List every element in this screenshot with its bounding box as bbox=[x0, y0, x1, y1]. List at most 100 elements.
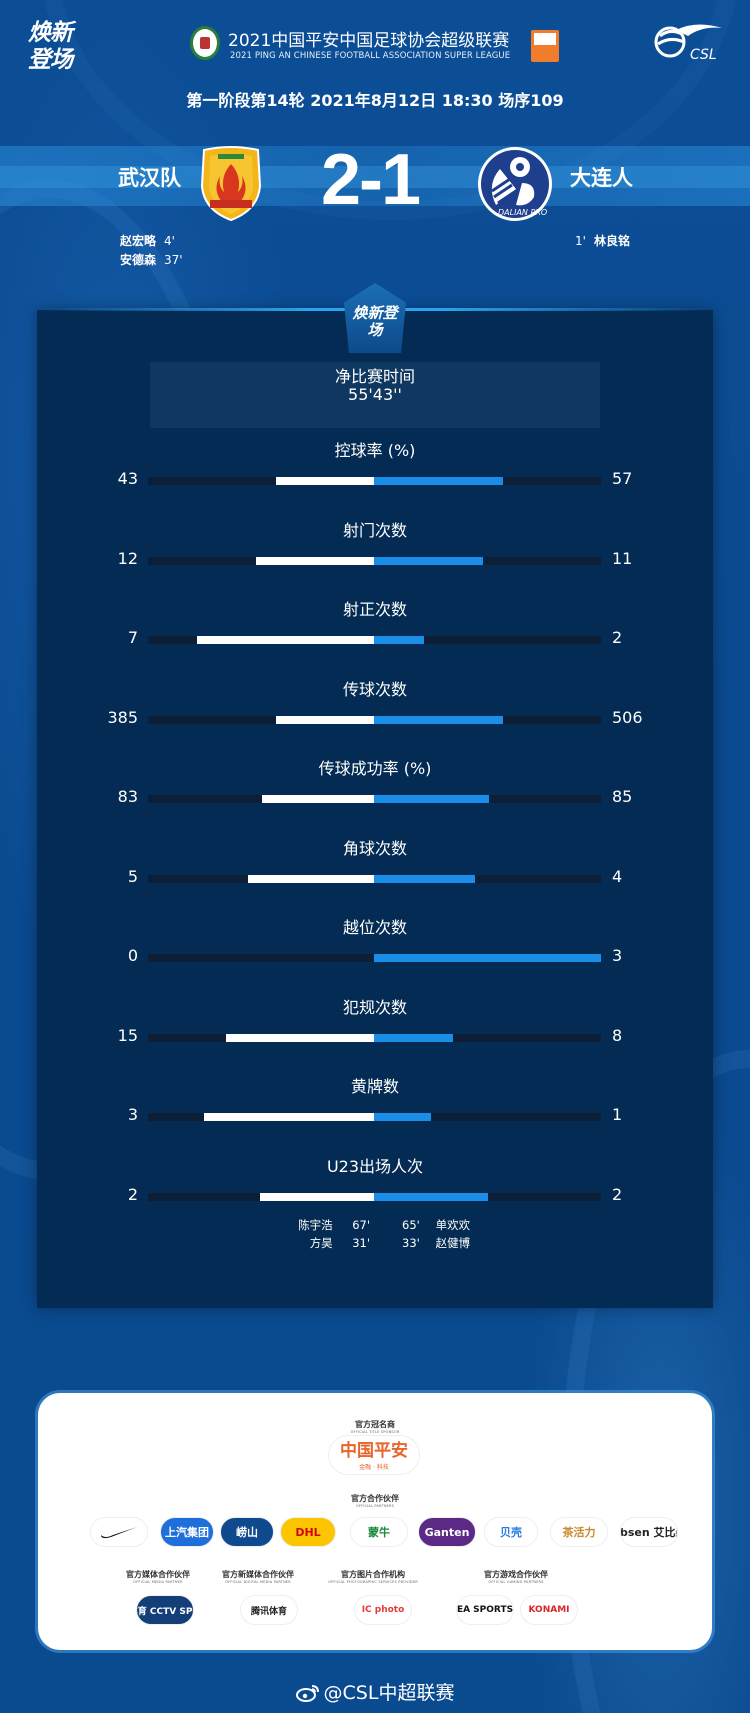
nike-swoosh-icon bbox=[101, 1527, 137, 1539]
stat-away-value: 3 bbox=[612, 946, 623, 965]
stat-home-value: 12 bbox=[117, 549, 138, 568]
away-u23-players: 65' 单欢欢 33' 赵健博 bbox=[402, 1216, 470, 1252]
u23-player: 陈宇浩 67' bbox=[298, 1218, 370, 1232]
stat-away-bar bbox=[374, 557, 483, 565]
net-time-label: 净比赛时间 bbox=[334, 367, 415, 386]
partner-label: 崂山 bbox=[236, 1526, 258, 1539]
stat-away-bar bbox=[374, 1113, 431, 1121]
stat-away-bar bbox=[374, 477, 503, 485]
scoreboard-band-highlight bbox=[0, 166, 750, 188]
media-partner-logo[interactable]: 腾讯体育 bbox=[240, 1595, 298, 1625]
stat-row: 犯规次数 15 8 bbox=[0, 994, 750, 1054]
partner-logo[interactable]: 茶活力 bbox=[550, 1517, 608, 1547]
page-header: 焕新登场 2021中国平安中国足球协会超级联赛 2021 PING AN CHI… bbox=[0, 0, 750, 110]
brand-slogan: 焕新登场 bbox=[28, 20, 73, 73]
stat-label: 犯规次数 bbox=[342, 998, 407, 1017]
stat-label: 传球次数 bbox=[342, 680, 407, 699]
stat-away-bar bbox=[374, 875, 475, 883]
stat-away-bar bbox=[374, 954, 601, 962]
stat-away-value: 2 bbox=[612, 1185, 623, 1204]
stat-row: 控球率 (%) 43 57 bbox=[0, 437, 750, 497]
u23-player: 33' 赵健博 bbox=[402, 1236, 471, 1250]
stat-away-bar bbox=[374, 1034, 453, 1042]
stat-label: 黄牌数 bbox=[350, 1077, 399, 1096]
partner-logo[interactable]: DHL bbox=[280, 1517, 336, 1547]
csl-logo-text: CSL bbox=[690, 47, 717, 63]
media-partner-logo[interactable]: EA SPORTS bbox=[456, 1595, 514, 1625]
stat-label: 射门次数 bbox=[342, 521, 407, 540]
away-scorers: 1' 林良铭 bbox=[575, 232, 630, 251]
media-partner-logo[interactable]: 央视体育 CCTV SPORTS bbox=[136, 1595, 194, 1625]
stat-label: 控球率 (%) bbox=[334, 441, 416, 460]
partner-label: Absen 艾比森 bbox=[620, 1526, 677, 1539]
media-partner-logo[interactable]: IC photo bbox=[354, 1595, 412, 1625]
stat-away-value: 506 bbox=[612, 708, 643, 727]
media-group-heading: 官方新媒体合作伙伴 OFFICIAL DIGITAL MEDIA PARTNER bbox=[222, 1570, 294, 1584]
stat-home-value: 5 bbox=[127, 867, 138, 886]
stat-away-value: 11 bbox=[612, 549, 633, 568]
stat-label: 射正次数 bbox=[342, 600, 407, 619]
net-time-value: 55'43'' bbox=[348, 385, 402, 404]
stat-row: 角球次数 5 4 bbox=[0, 835, 750, 895]
stat-home-bar bbox=[276, 477, 374, 485]
stat-home-value: 3 bbox=[127, 1105, 138, 1124]
home-scorers: 赵宏略 4' 安德森 37' bbox=[120, 232, 183, 270]
svg-text:DALIAN PRO: DALIAN PRO bbox=[498, 208, 547, 217]
partner-label: 上汽集团 bbox=[165, 1526, 209, 1539]
partner-logo[interactable]: Ganten bbox=[418, 1517, 476, 1547]
stat-label: 传球成功率 (%) bbox=[318, 759, 432, 778]
stat-away-value: 8 bbox=[612, 1026, 623, 1045]
media-partner-label: KONAMI bbox=[528, 1605, 570, 1615]
partners-heading: 官方合作伙伴 OFFICIAL PARTNERS bbox=[351, 1494, 399, 1508]
stat-row: 射正次数 7 2 bbox=[0, 596, 750, 656]
stat-home-bar bbox=[260, 1193, 374, 1201]
stat-row: 传球成功率 (%) 83 85 bbox=[0, 755, 750, 815]
stat-away-bar bbox=[374, 1193, 488, 1201]
stat-row: U23出场人次 2 2 bbox=[0, 1153, 750, 1213]
league-title: 2021中国平安中国足球协会超级联赛 bbox=[228, 31, 510, 51]
partner-logo[interactable]: 上汽集团 bbox=[160, 1517, 214, 1547]
csl-logo-icon bbox=[654, 24, 722, 58]
home-scorer: 安德森 37' bbox=[120, 253, 183, 267]
weibo-handle[interactable]: @CSL中超联赛 bbox=[0, 1678, 750, 1705]
stat-home-bar bbox=[226, 1034, 374, 1042]
round-info: 第一阶段第14轮 2021年8月12日 18:30 场序109 bbox=[186, 91, 564, 110]
home-u23-players: 陈宇浩 67' 方昊 31' bbox=[298, 1216, 370, 1252]
stat-row: 越位次数 0 3 bbox=[0, 914, 750, 974]
stat-home-value: 15 bbox=[117, 1026, 138, 1045]
partner-label: 茶活力 bbox=[562, 1526, 596, 1539]
stat-away-value: 4 bbox=[612, 867, 623, 886]
stats-panel bbox=[37, 310, 713, 1308]
league-subtitle: 2021 PING AN CHINESE FOOTBALL ASSOCIATIO… bbox=[230, 51, 511, 61]
media-partner-logo[interactable]: KONAMI bbox=[520, 1595, 578, 1625]
stat-away-bar bbox=[374, 795, 489, 803]
home-team-name: 武汉队 bbox=[118, 166, 181, 190]
partner-logo[interactable]: 蒙牛 bbox=[350, 1517, 408, 1547]
stat-row: 传球次数 385 506 bbox=[0, 676, 750, 736]
title-sponsor-logo[interactable]: 中国平安 金融 · 科技 bbox=[328, 1435, 420, 1475]
partner-logo[interactable]: Absen 艾比森 bbox=[620, 1517, 678, 1547]
sponsor-card: 官方冠名商 OFFICIAL TITLE SPONSOR 中国平安 金融 · 科… bbox=[38, 1393, 712, 1650]
media-group-heading: 官方游戏合作伙伴 OFFICIAL GAMING PARTNERS bbox=[484, 1570, 548, 1584]
stat-home-value: 7 bbox=[127, 628, 138, 647]
stat-home-value: 0 bbox=[127, 946, 138, 965]
media-partner-label: IC photo bbox=[361, 1605, 405, 1615]
media-group-heading: 官方图片合作机构 OFFICIAL PHOTOGRAPHIC SERVICES P… bbox=[328, 1570, 418, 1584]
wuhan-crest-icon bbox=[200, 146, 262, 222]
home-scorer: 赵宏略 4' bbox=[120, 234, 175, 248]
media-group-heading: 官方媒体合作伙伴 OFFICIAL MEDIA PARTNER bbox=[126, 1570, 190, 1584]
title-sponsor-heading: 官方冠名商 OFFICIAL TITLE SPONSOR bbox=[350, 1420, 400, 1434]
partner-logo[interactable] bbox=[90, 1517, 148, 1547]
away-team-name: 大连人 bbox=[570, 166, 633, 190]
partner-logo[interactable]: 贝壳 bbox=[484, 1517, 538, 1547]
stat-away-bar bbox=[374, 716, 503, 724]
stat-home-value: 43 bbox=[117, 469, 138, 488]
dalian-pro-crest-icon: DALIAN PRO bbox=[478, 147, 552, 221]
stat-label: U23出场人次 bbox=[326, 1157, 424, 1176]
partner-logo[interactable]: 崂山 bbox=[220, 1517, 274, 1547]
cfa-badge-icon bbox=[190, 26, 220, 60]
stat-home-value: 83 bbox=[117, 787, 138, 806]
partner-label: Ganten bbox=[424, 1525, 470, 1539]
stat-home-bar bbox=[248, 875, 374, 883]
stat-home-value: 2 bbox=[127, 1185, 138, 1204]
